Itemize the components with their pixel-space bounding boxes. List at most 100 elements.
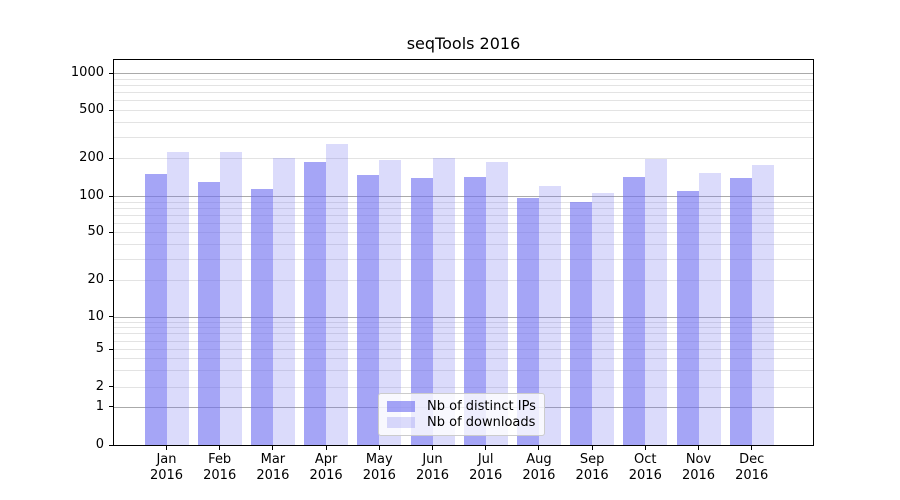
legend-label-distinct-ips: Nb of distinct IPs bbox=[427, 399, 536, 415]
x-tick-label-year: 2016 bbox=[575, 468, 609, 483]
x-tick-label-year: 2016 bbox=[362, 468, 396, 483]
bar-downloads-nov bbox=[698, 173, 721, 445]
x-tick-label-month: Apr bbox=[314, 452, 338, 467]
x-tick-label-month: Dec bbox=[739, 452, 765, 467]
y-tick-50 bbox=[109, 231, 113, 233]
y-tick-0 bbox=[109, 444, 113, 446]
gridline-minor-8 bbox=[114, 327, 813, 329]
bar-distinct-ips-may bbox=[357, 175, 380, 445]
x-tick-label-month: Feb bbox=[208, 452, 232, 467]
bar-distinct-ips-aug bbox=[516, 198, 539, 445]
gridline-major-1000 bbox=[114, 73, 813, 75]
gridline-minor-30 bbox=[114, 258, 813, 260]
x-tick-label-sep: Sep 2016 bbox=[560, 452, 624, 484]
gridline-major-100 bbox=[114, 196, 813, 197]
x-tick-label-year: 2016 bbox=[203, 468, 237, 483]
bar-distinct-ips-dec bbox=[729, 178, 752, 445]
gridline-minor-3 bbox=[114, 370, 813, 372]
gridline-minor-5 bbox=[114, 349, 813, 350]
x-tick-label-jul: Jul 2016 bbox=[454, 452, 518, 484]
gridline-minor-9 bbox=[114, 321, 813, 323]
y-tick-100 bbox=[109, 195, 113, 197]
bar-distinct-ips-nov bbox=[676, 190, 699, 445]
y-tick-200 bbox=[109, 157, 113, 159]
legend-label-downloads: Nb of downloads bbox=[427, 414, 536, 430]
x-tick-jun bbox=[432, 446, 433, 450]
x-tick-label-year: 2016 bbox=[256, 468, 290, 483]
gridline-minor-7 bbox=[114, 333, 813, 335]
x-tick-oct bbox=[644, 446, 646, 450]
x-tick-label-jan: Jan 2016 bbox=[135, 452, 199, 484]
x-tick-dec bbox=[751, 446, 753, 450]
gridline-minor-900 bbox=[114, 78, 813, 80]
legend-item-distinct-ips: Nb of distinct IPs bbox=[387, 399, 536, 415]
x-tick-label-feb: Feb 2016 bbox=[188, 452, 252, 484]
bar-distinct-ips-oct bbox=[623, 176, 646, 445]
bar-distinct-ips-sep bbox=[570, 201, 593, 445]
gridline-minor-200 bbox=[114, 158, 813, 160]
y-tick-label-50: 50 bbox=[87, 224, 104, 240]
bar-downloads-feb bbox=[219, 151, 242, 445]
y-tick-label-1: 1 bbox=[95, 398, 104, 414]
x-tick-label-aug: Aug 2016 bbox=[507, 452, 571, 484]
gridline-minor-70 bbox=[114, 214, 813, 216]
legend-swatch-downloads bbox=[387, 416, 415, 428]
gridline-minor-90 bbox=[114, 201, 813, 203]
x-tick-label-year: 2016 bbox=[735, 468, 769, 483]
bar-downloads-jun bbox=[432, 158, 455, 445]
gridline-minor-2 bbox=[114, 386, 813, 388]
x-tick-label-mar: Mar 2016 bbox=[241, 452, 305, 484]
y-tick-label-20: 20 bbox=[87, 272, 104, 287]
bar-downloads-apr bbox=[326, 144, 349, 445]
x-tick-label-month: Aug bbox=[526, 452, 552, 467]
x-tick-label-dec: Dec 2016 bbox=[720, 452, 784, 484]
legend-item-downloads: Nb of downloads bbox=[387, 415, 536, 431]
y-tick-10 bbox=[109, 316, 113, 318]
bar-distinct-ips-feb bbox=[197, 182, 220, 445]
x-tick-label-oct: Oct 2016 bbox=[613, 452, 677, 484]
x-tick-label-month: May bbox=[365, 452, 393, 467]
x-tick-apr bbox=[325, 446, 327, 450]
x-tick-label-month: Mar bbox=[260, 452, 286, 467]
y-tick-20 bbox=[109, 279, 113, 281]
x-tick-label-year: 2016 bbox=[309, 468, 343, 483]
bar-downloads-oct bbox=[645, 158, 668, 445]
gridline-minor-50 bbox=[114, 232, 813, 234]
gridline-minor-600 bbox=[114, 100, 813, 102]
bar-downloads-sep bbox=[592, 192, 615, 445]
y-tick-label-100: 100 bbox=[79, 188, 104, 203]
gridline-minor-300 bbox=[114, 136, 813, 138]
x-tick-label-year: 2016 bbox=[149, 468, 184, 483]
x-tick-sep bbox=[591, 446, 593, 450]
y-tick-2 bbox=[109, 386, 113, 388]
bar-distinct-ips-jun bbox=[410, 177, 433, 445]
x-tick-label-year: 2016 bbox=[522, 468, 556, 483]
gridline-minor-800 bbox=[114, 85, 813, 87]
gridline-minor-6 bbox=[114, 340, 813, 342]
bar-downloads-mar bbox=[272, 157, 295, 445]
gridline-minor-40 bbox=[114, 243, 813, 245]
x-tick-label-year: 2016 bbox=[415, 468, 450, 483]
bar-downloads-may bbox=[379, 159, 402, 445]
y-tick-label-2: 2 bbox=[95, 378, 104, 394]
x-tick-label-month: Oct bbox=[634, 452, 657, 467]
bar-distinct-ips-mar bbox=[250, 188, 273, 445]
x-tick-aug bbox=[538, 446, 540, 450]
x-tick-label-apr: Apr 2016 bbox=[294, 452, 358, 484]
chart-title: seqTools 2016 bbox=[406, 34, 521, 53]
x-tick-feb bbox=[219, 446, 221, 450]
x-tick-jul bbox=[485, 446, 487, 450]
gridline-minor-500 bbox=[114, 110, 813, 111]
bar-downloads-jan bbox=[166, 152, 189, 445]
y-tick-label-0: 0 bbox=[95, 437, 104, 452]
y-tick-1000 bbox=[109, 72, 113, 74]
bar-distinct-ips-apr bbox=[304, 162, 327, 445]
gridline-minor-400 bbox=[114, 121, 813, 123]
bar-downloads-dec bbox=[751, 164, 774, 445]
y-tick-label-500: 500 bbox=[79, 102, 104, 117]
bar-distinct-ips-jan bbox=[144, 174, 167, 445]
gridline-minor-60 bbox=[114, 222, 813, 224]
x-tick-label-year: 2016 bbox=[628, 468, 662, 483]
y-tick-label-10: 10 bbox=[87, 308, 104, 324]
x-tick-jan bbox=[166, 446, 167, 450]
